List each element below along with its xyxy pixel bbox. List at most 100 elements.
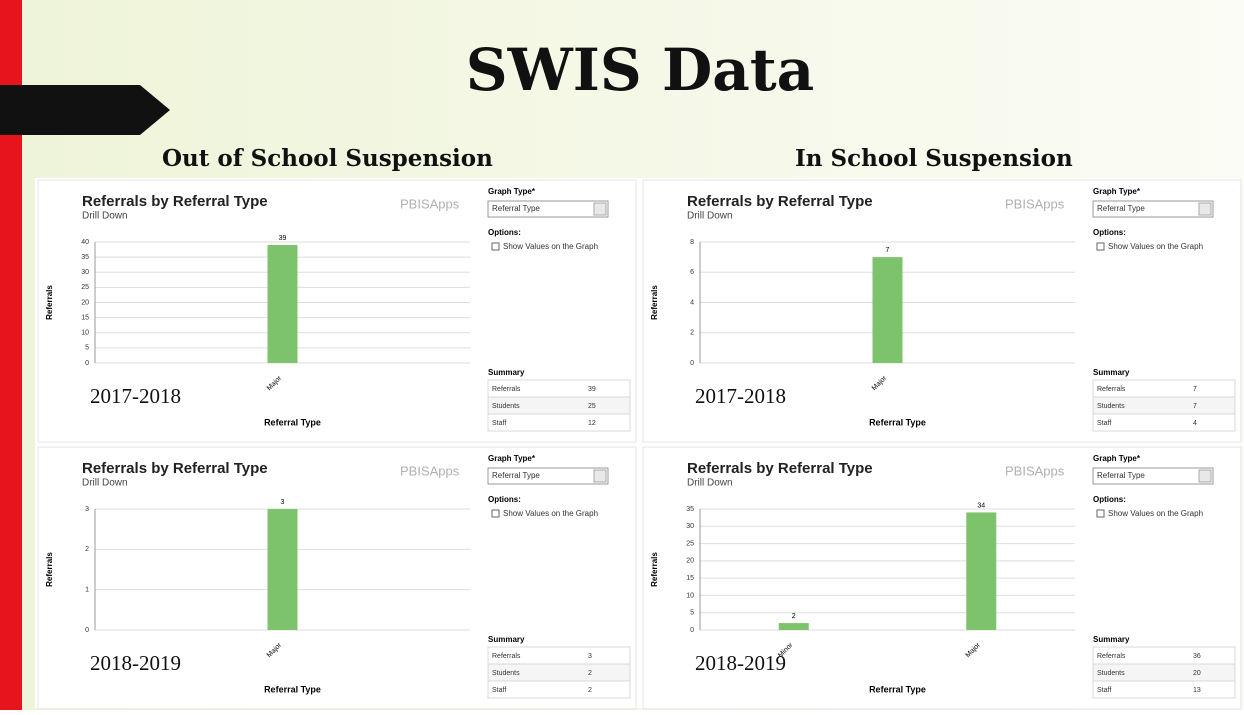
checkbox[interactable] bbox=[1096, 509, 1105, 518]
year-label: 2018-2019 bbox=[695, 651, 786, 675]
chart-subtitle: Drill Down bbox=[82, 478, 128, 489]
value-label: 2 bbox=[792, 613, 796, 620]
summary-label: Students bbox=[1097, 403, 1125, 410]
graph-type-value: Referral Type bbox=[1097, 204, 1145, 213]
logo: PBISApps bbox=[400, 463, 460, 478]
bar bbox=[267, 509, 298, 630]
graph-type-label: Graph Type* bbox=[1093, 454, 1141, 463]
option-text: Show Values on the Graph bbox=[503, 242, 598, 251]
summary-value: 25 bbox=[588, 403, 596, 410]
year-label: 2017-2018 bbox=[90, 384, 181, 408]
graph-type-select[interactable] bbox=[1092, 200, 1214, 218]
summary-label: Referrals bbox=[492, 653, 521, 660]
y-tick-label: 25 bbox=[686, 540, 694, 547]
chart-title: Referrals by Referral Type bbox=[687, 460, 873, 477]
summary-title: Summary bbox=[488, 635, 525, 644]
option-text: Show Values on the Graph bbox=[1108, 509, 1203, 518]
y-tick-label: 0 bbox=[690, 360, 694, 367]
y-tick-label: 1 bbox=[85, 587, 89, 594]
chart-title: Referrals by Referral Type bbox=[82, 193, 268, 210]
chart-subtitle: Drill Down bbox=[687, 478, 733, 489]
arrow-shape bbox=[0, 85, 170, 135]
checkbox[interactable] bbox=[491, 242, 500, 251]
y-axis-label: Referrals bbox=[45, 285, 54, 320]
summary-value: 3 bbox=[588, 653, 592, 660]
value-label: 7 bbox=[886, 247, 890, 254]
y-tick-label: 20 bbox=[686, 558, 694, 565]
graph-type-select[interactable] bbox=[487, 467, 609, 485]
year-label: 2017-2018 bbox=[695, 384, 786, 408]
summary-label: Staff bbox=[1097, 420, 1111, 427]
y-tick-label: 0 bbox=[690, 627, 694, 634]
checkbox[interactable] bbox=[1096, 242, 1105, 251]
graph-type-select[interactable] bbox=[1092, 467, 1214, 485]
summary-label: Referrals bbox=[492, 386, 521, 393]
summary-row bbox=[1092, 413, 1236, 432]
summary-label: Referrals bbox=[1097, 386, 1126, 393]
x-axis-label: Referral Type bbox=[264, 684, 321, 694]
graph-type-select[interactable] bbox=[487, 200, 609, 218]
graph-type-label: Graph Type* bbox=[488, 187, 536, 196]
summary-title: Summary bbox=[1093, 635, 1130, 644]
y-tick-label: 4 bbox=[690, 299, 694, 306]
graph-type-label: Graph Type* bbox=[488, 454, 536, 463]
summary-row bbox=[487, 680, 631, 699]
summary-value: 4 bbox=[1193, 420, 1197, 427]
y-tick-label: 10 bbox=[686, 592, 694, 599]
summary-label: Students bbox=[492, 670, 520, 677]
summary-label: Staff bbox=[492, 420, 506, 427]
summary-value: 12 bbox=[588, 420, 596, 427]
y-tick-label: 0 bbox=[85, 360, 89, 367]
bar bbox=[267, 245, 298, 363]
section-heading: In School Suspension bbox=[795, 145, 1073, 172]
summary-label: Staff bbox=[492, 687, 506, 694]
summary-title: Summary bbox=[488, 368, 525, 377]
summary-value: 36 bbox=[1193, 653, 1201, 660]
bar bbox=[778, 623, 809, 630]
summary-value: 39 bbox=[588, 386, 596, 393]
y-tick-label: 0 bbox=[85, 627, 89, 634]
summary-title: Summary bbox=[1093, 368, 1130, 377]
y-tick-label: 20 bbox=[81, 299, 89, 306]
y-tick-label: 2 bbox=[85, 546, 89, 553]
option-text: Show Values on the Graph bbox=[1108, 242, 1203, 251]
summary-value: 7 bbox=[1193, 403, 1197, 410]
panel bbox=[642, 446, 1242, 710]
y-tick-label: 30 bbox=[686, 523, 694, 530]
checkbox[interactable] bbox=[491, 509, 500, 518]
summary-value: 2 bbox=[588, 670, 592, 677]
y-tick-label: 3 bbox=[85, 506, 89, 513]
graph-type-label: Graph Type* bbox=[1093, 187, 1141, 196]
value-label: 34 bbox=[977, 502, 985, 509]
x-axis-label: Referral Type bbox=[869, 684, 926, 694]
options-label: Options: bbox=[488, 228, 521, 237]
year-label: 2018-2019 bbox=[90, 651, 181, 675]
y-tick-label: 35 bbox=[686, 506, 694, 513]
y-tick-label: 40 bbox=[81, 239, 89, 246]
chart-subtitle: Drill Down bbox=[687, 211, 733, 222]
y-tick-label: 10 bbox=[81, 330, 89, 337]
summary-label: Students bbox=[492, 403, 520, 410]
select-arrow bbox=[593, 469, 607, 483]
bar bbox=[872, 257, 903, 363]
summary-row bbox=[1092, 680, 1236, 699]
y-tick-label: 15 bbox=[81, 314, 89, 321]
summary-value: 20 bbox=[1193, 670, 1201, 677]
panel bbox=[642, 179, 1242, 443]
graph-type-value: Referral Type bbox=[492, 471, 540, 480]
y-tick-label: 6 bbox=[690, 269, 694, 276]
y-tick-label: 5 bbox=[690, 610, 694, 617]
y-axis-label: Referrals bbox=[45, 552, 54, 587]
x-axis-label: Referral Type bbox=[869, 417, 926, 427]
screenshot-area bbox=[35, 178, 1240, 708]
y-axis-label: Referrals bbox=[650, 285, 659, 320]
chart-subtitle: Drill Down bbox=[82, 211, 128, 222]
chart-title: Referrals by Referral Type bbox=[82, 460, 268, 477]
summary-label: Staff bbox=[1097, 687, 1111, 694]
value-label: 3 bbox=[281, 499, 285, 506]
logo: PBISApps bbox=[1005, 196, 1065, 211]
options-label: Options: bbox=[488, 495, 521, 504]
summary-row bbox=[487, 413, 631, 432]
y-tick-label: 25 bbox=[81, 284, 89, 291]
